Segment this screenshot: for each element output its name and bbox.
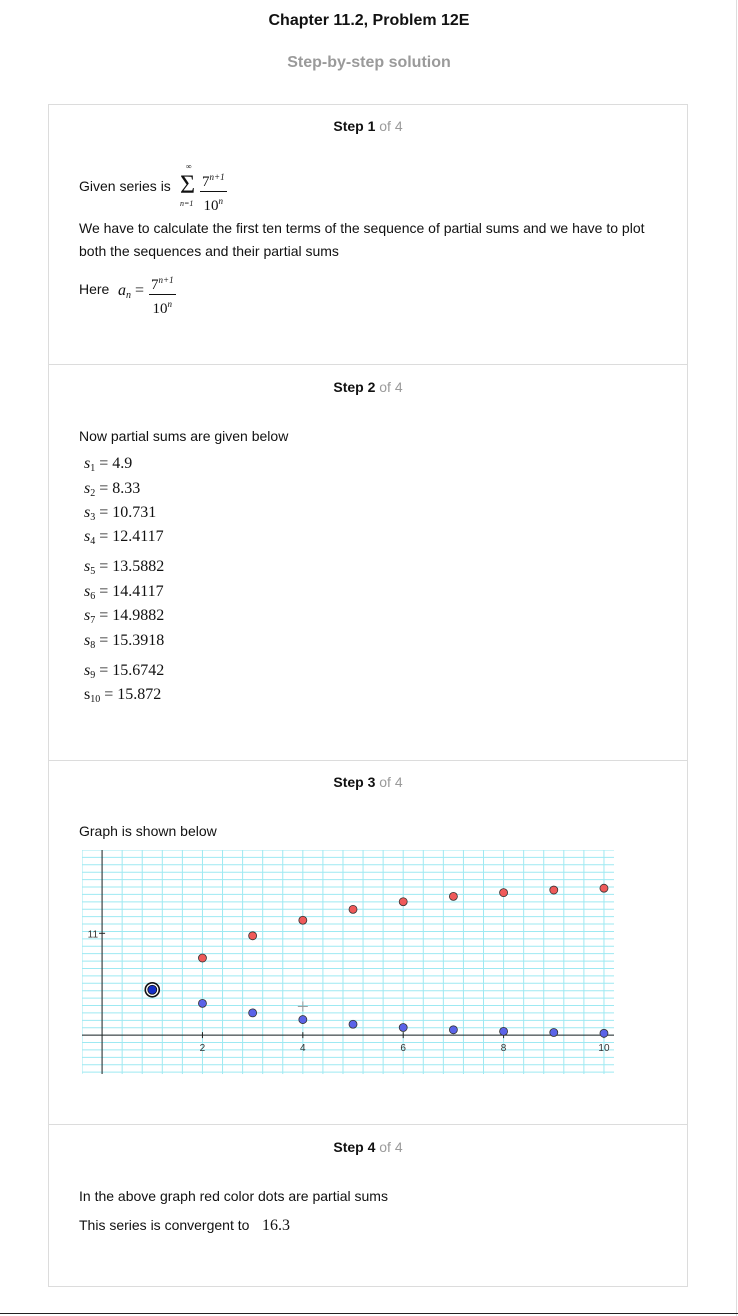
x-tick-label: 8 bbox=[501, 1043, 507, 1054]
page-bottom-rule bbox=[0, 1313, 738, 1314]
step-2-header: Step 2 of 4 bbox=[333, 379, 403, 395]
partial-sum-point bbox=[398, 897, 408, 907]
step-3-header: Step 3 of 4 bbox=[333, 774, 403, 790]
partial-sum-row: s9 = 15.6742 bbox=[84, 662, 165, 681]
partial-sum-row: s7 = 14.9882 bbox=[84, 607, 165, 626]
x-tick-label: 2 bbox=[200, 1043, 206, 1054]
partial-sum-row: s10 = 15.872 bbox=[84, 686, 162, 705]
highlight-point bbox=[147, 984, 158, 995]
chart-tick-labels: 2 4 6 8 10 11 bbox=[88, 929, 610, 1054]
here-label: Here bbox=[79, 281, 110, 297]
term-point bbox=[248, 1008, 258, 1018]
solution-card bbox=[48, 104, 688, 1287]
partial-sum-row: s6 = 14.4117 bbox=[84, 583, 164, 602]
partial-sum-row: s8 = 15.3918 bbox=[84, 632, 165, 651]
partial-sums-graph: 2 4 6 8 10 11 bbox=[82, 850, 614, 1074]
chart-grid bbox=[82, 850, 614, 1074]
partial-sum-point bbox=[448, 891, 458, 901]
term-point bbox=[348, 1019, 358, 1029]
step-3-section bbox=[48, 760, 688, 761]
x-tick-label: 6 bbox=[400, 1043, 406, 1054]
step-2-section bbox=[48, 364, 688, 365]
term-point bbox=[398, 1023, 408, 1032]
given-series-label: Given series is bbox=[79, 178, 171, 194]
partial-sum-row: s1 = 4.9 bbox=[84, 455, 133, 474]
term-point bbox=[298, 1015, 308, 1024]
an-fraction: 7n+1 10n bbox=[149, 271, 176, 318]
partial-sums-intro: Now partial sums are given below bbox=[79, 428, 289, 444]
partial-sum-point bbox=[248, 931, 258, 941]
term-point bbox=[599, 1028, 609, 1038]
step-total: of 4 bbox=[375, 118, 403, 134]
step-1-line-2: both the sequences and their partial sum… bbox=[79, 243, 339, 259]
partial-sum-point bbox=[499, 888, 508, 898]
step-1-header: Step 1 of 4 bbox=[48, 118, 688, 134]
chart-axes bbox=[82, 850, 614, 1074]
step-1-line-1: We have to calculate the first ten terms… bbox=[79, 220, 645, 236]
partial-sum-point bbox=[348, 904, 358, 914]
y-tick-label: 11 bbox=[88, 929, 99, 940]
x-tick-label: 4 bbox=[300, 1043, 306, 1054]
partial-sum-row: s4 = 12.4117 bbox=[84, 528, 164, 547]
partial-sum-row: s5 = 13.5882 bbox=[84, 558, 165, 577]
partial-sum-point bbox=[198, 953, 207, 963]
partial-sum-row: s2 = 8.33 bbox=[84, 480, 141, 499]
graph-intro: Graph is shown below bbox=[79, 823, 217, 839]
sigma-symbol: Σ bbox=[180, 170, 196, 199]
partial-sum-point bbox=[599, 883, 609, 893]
step-4-section bbox=[48, 1124, 688, 1125]
term-point bbox=[198, 998, 207, 1008]
step-number: Step 1 bbox=[333, 118, 376, 134]
page-subtitle: Step-by-step solution bbox=[287, 54, 451, 71]
partial-sum-point bbox=[549, 885, 559, 895]
partial-sum-row: s3 = 10.731 bbox=[84, 504, 157, 523]
step-4-header: Step 4 of 4 bbox=[333, 1139, 403, 1155]
step-4-line-2: This series is convergent to bbox=[79, 1217, 250, 1233]
chart-points bbox=[144, 883, 609, 1038]
page-title: Chapter 11.2, Problem 12E bbox=[268, 12, 470, 29]
sum-upper: ∞ bbox=[186, 162, 192, 171]
series-expression: ∞ Σ n=1 7n+1 10n bbox=[180, 162, 240, 214]
x-tick-label: 10 bbox=[598, 1043, 610, 1054]
series-fraction: 7n+1 10n bbox=[200, 168, 227, 215]
term-point bbox=[549, 1028, 559, 1037]
term-point bbox=[499, 1026, 508, 1036]
partial-sum-point bbox=[298, 915, 308, 925]
sum-lower: n=1 bbox=[180, 199, 194, 208]
term-point bbox=[448, 1025, 458, 1035]
convergence-value: 16.3 bbox=[262, 1217, 290, 1234]
step-4-line-1: In the above graph red color dots are pa… bbox=[79, 1188, 388, 1204]
page-edge bbox=[736, 0, 737, 1316]
